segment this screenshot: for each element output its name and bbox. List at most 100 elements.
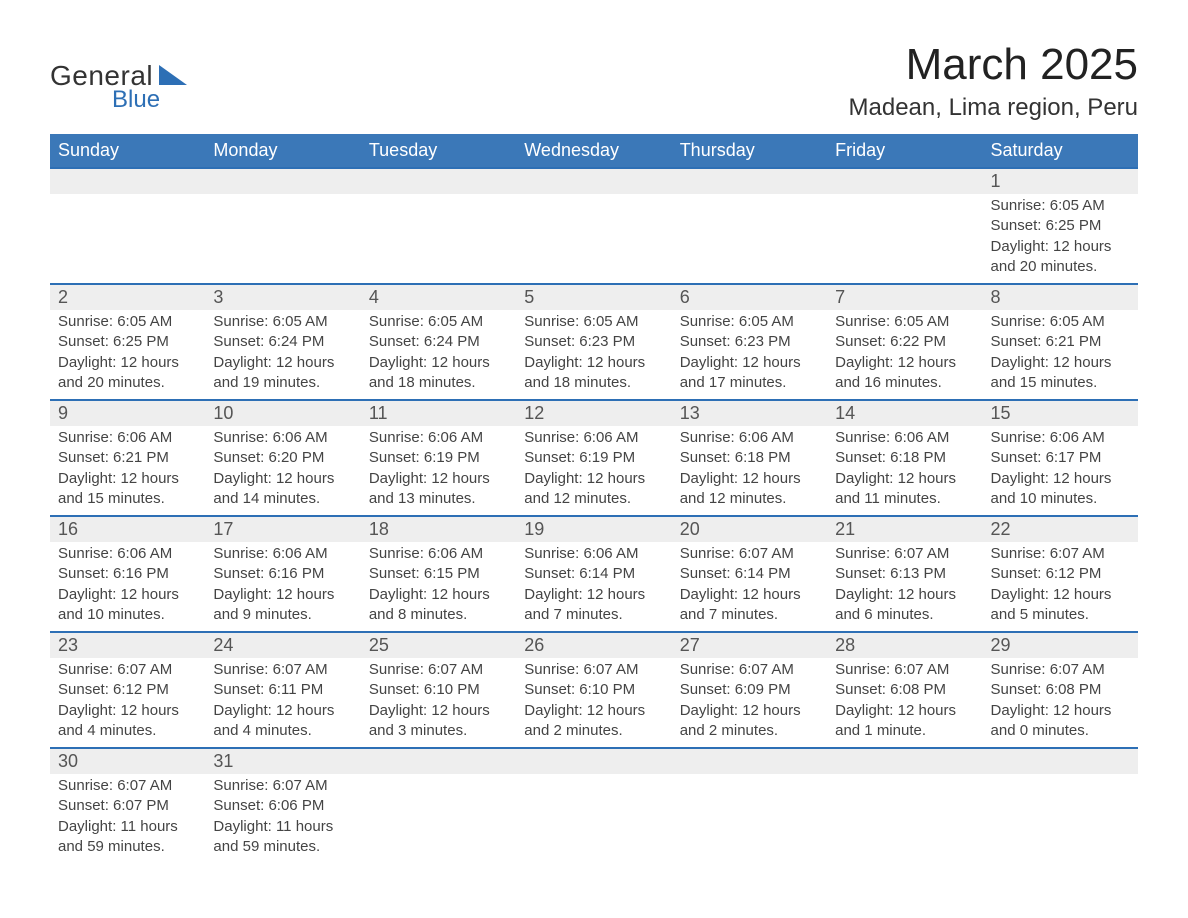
day-sr: Sunrise: 6:06 AM bbox=[369, 544, 508, 564]
day-ss: Sunset: 6:16 PM bbox=[213, 564, 352, 584]
day-number-cell: 27 bbox=[672, 632, 827, 658]
day-number-cell: 30 bbox=[50, 748, 205, 774]
day-sr: Sunrise: 6:07 AM bbox=[991, 544, 1130, 564]
day-ss: Sunset: 6:15 PM bbox=[369, 564, 508, 584]
day-number-cell bbox=[361, 748, 516, 774]
day-sr: Sunrise: 6:05 AM bbox=[213, 312, 352, 332]
day-dl1: Daylight: 12 hours bbox=[991, 237, 1130, 257]
day-ss: Sunset: 6:21 PM bbox=[991, 332, 1130, 352]
day-number-cell bbox=[50, 168, 205, 194]
day-dl2: and 14 minutes. bbox=[213, 489, 352, 509]
col-sunday: Sunday bbox=[50, 134, 205, 168]
day-sr: Sunrise: 6:06 AM bbox=[680, 428, 819, 448]
col-friday: Friday bbox=[827, 134, 982, 168]
day-dl1: Daylight: 12 hours bbox=[524, 585, 663, 605]
day-ss: Sunset: 6:18 PM bbox=[835, 448, 974, 468]
day-dl2: and 2 minutes. bbox=[680, 721, 819, 741]
day-dl1: Daylight: 12 hours bbox=[213, 469, 352, 489]
title-block: March 2025 Madean, Lima region, Peru bbox=[849, 40, 1139, 122]
logo-text-blue: Blue bbox=[112, 86, 160, 114]
day-dl1: Daylight: 12 hours bbox=[369, 469, 508, 489]
day-sr: Sunrise: 6:06 AM bbox=[213, 544, 352, 564]
day-detail-cell bbox=[827, 774, 982, 863]
day-dl2: and 59 minutes. bbox=[58, 837, 197, 857]
day-ss: Sunset: 6:11 PM bbox=[213, 680, 352, 700]
daynum-row: 16171819202122 bbox=[50, 516, 1138, 542]
day-detail-cell bbox=[672, 774, 827, 863]
day-dl2: and 0 minutes. bbox=[991, 721, 1130, 741]
day-number-cell: 12 bbox=[516, 400, 671, 426]
day-dl1: Daylight: 12 hours bbox=[213, 701, 352, 721]
day-detail-cell: Sunrise: 6:06 AMSunset: 6:19 PMDaylight:… bbox=[361, 426, 516, 516]
day-ss: Sunset: 6:07 PM bbox=[58, 796, 197, 816]
day-number-cell: 16 bbox=[50, 516, 205, 542]
day-number-cell: 7 bbox=[827, 284, 982, 310]
col-wednesday: Wednesday bbox=[516, 134, 671, 168]
daynum-row: 1 bbox=[50, 168, 1138, 194]
day-dl2: and 10 minutes. bbox=[58, 605, 197, 625]
day-number-cell: 5 bbox=[516, 284, 671, 310]
detail-row: Sunrise: 6:06 AMSunset: 6:21 PMDaylight:… bbox=[50, 426, 1138, 516]
day-detail-cell: Sunrise: 6:07 AMSunset: 6:10 PMDaylight:… bbox=[361, 658, 516, 748]
day-sr: Sunrise: 6:06 AM bbox=[991, 428, 1130, 448]
detail-row: Sunrise: 6:06 AMSunset: 6:16 PMDaylight:… bbox=[50, 542, 1138, 632]
day-number-cell: 25 bbox=[361, 632, 516, 658]
day-dl1: Daylight: 11 hours bbox=[58, 817, 197, 837]
daynum-row: 2345678 bbox=[50, 284, 1138, 310]
day-number-cell bbox=[983, 748, 1138, 774]
day-sr: Sunrise: 6:05 AM bbox=[369, 312, 508, 332]
day-sr: Sunrise: 6:07 AM bbox=[58, 660, 197, 680]
month-title: March 2025 bbox=[849, 40, 1139, 90]
day-number-cell bbox=[672, 168, 827, 194]
day-number-cell bbox=[516, 748, 671, 774]
day-dl1: Daylight: 12 hours bbox=[835, 701, 974, 721]
day-dl2: and 1 minute. bbox=[835, 721, 974, 741]
day-detail-cell: Sunrise: 6:07 AMSunset: 6:08 PMDaylight:… bbox=[983, 658, 1138, 748]
day-sr: Sunrise: 6:07 AM bbox=[369, 660, 508, 680]
day-detail-cell: Sunrise: 6:07 AMSunset: 6:09 PMDaylight:… bbox=[672, 658, 827, 748]
day-dl2: and 3 minutes. bbox=[369, 721, 508, 741]
day-number-cell: 26 bbox=[516, 632, 671, 658]
day-ss: Sunset: 6:24 PM bbox=[213, 332, 352, 352]
day-dl2: and 12 minutes. bbox=[680, 489, 819, 509]
day-number-cell: 14 bbox=[827, 400, 982, 426]
page-header: General Blue March 2025 Madean, Lima reg… bbox=[50, 40, 1138, 122]
day-sr: Sunrise: 6:07 AM bbox=[835, 544, 974, 564]
day-dl2: and 20 minutes. bbox=[991, 257, 1130, 277]
day-sr: Sunrise: 6:06 AM bbox=[58, 544, 197, 564]
day-dl2: and 8 minutes. bbox=[369, 605, 508, 625]
day-detail-cell: Sunrise: 6:07 AMSunset: 6:11 PMDaylight:… bbox=[205, 658, 360, 748]
day-number-cell: 23 bbox=[50, 632, 205, 658]
weekday-header-row: Sunday Monday Tuesday Wednesday Thursday… bbox=[50, 134, 1138, 168]
day-dl1: Daylight: 12 hours bbox=[369, 701, 508, 721]
day-sr: Sunrise: 6:07 AM bbox=[213, 660, 352, 680]
day-detail-cell: Sunrise: 6:06 AMSunset: 6:15 PMDaylight:… bbox=[361, 542, 516, 632]
day-dl1: Daylight: 12 hours bbox=[991, 585, 1130, 605]
day-detail-cell: Sunrise: 6:05 AMSunset: 6:23 PMDaylight:… bbox=[516, 310, 671, 400]
day-number-cell: 10 bbox=[205, 400, 360, 426]
day-dl1: Daylight: 12 hours bbox=[680, 701, 819, 721]
day-dl1: Daylight: 12 hours bbox=[680, 469, 819, 489]
day-dl2: and 59 minutes. bbox=[213, 837, 352, 857]
day-dl2: and 12 minutes. bbox=[524, 489, 663, 509]
day-dl2: and 4 minutes. bbox=[58, 721, 197, 741]
day-dl2: and 5 minutes. bbox=[991, 605, 1130, 625]
day-number-cell: 17 bbox=[205, 516, 360, 542]
day-detail-cell: Sunrise: 6:06 AMSunset: 6:18 PMDaylight:… bbox=[827, 426, 982, 516]
day-dl2: and 4 minutes. bbox=[213, 721, 352, 741]
day-dl2: and 18 minutes. bbox=[369, 373, 508, 393]
calendar-body: 1Sunrise: 6:05 AMSunset: 6:25 PMDaylight… bbox=[50, 168, 1138, 863]
logo: General Blue bbox=[50, 60, 187, 114]
day-number-cell: 21 bbox=[827, 516, 982, 542]
day-ss: Sunset: 6:12 PM bbox=[58, 680, 197, 700]
day-sr: Sunrise: 6:06 AM bbox=[58, 428, 197, 448]
day-detail-cell bbox=[827, 194, 982, 284]
day-detail-cell: Sunrise: 6:07 AMSunset: 6:07 PMDaylight:… bbox=[50, 774, 205, 863]
day-number-cell: 18 bbox=[361, 516, 516, 542]
day-sr: Sunrise: 6:07 AM bbox=[991, 660, 1130, 680]
day-detail-cell: Sunrise: 6:06 AMSunset: 6:14 PMDaylight:… bbox=[516, 542, 671, 632]
day-ss: Sunset: 6:13 PM bbox=[835, 564, 974, 584]
day-detail-cell bbox=[983, 774, 1138, 863]
calendar-table: Sunday Monday Tuesday Wednesday Thursday… bbox=[50, 134, 1138, 863]
day-number-cell: 1 bbox=[983, 168, 1138, 194]
